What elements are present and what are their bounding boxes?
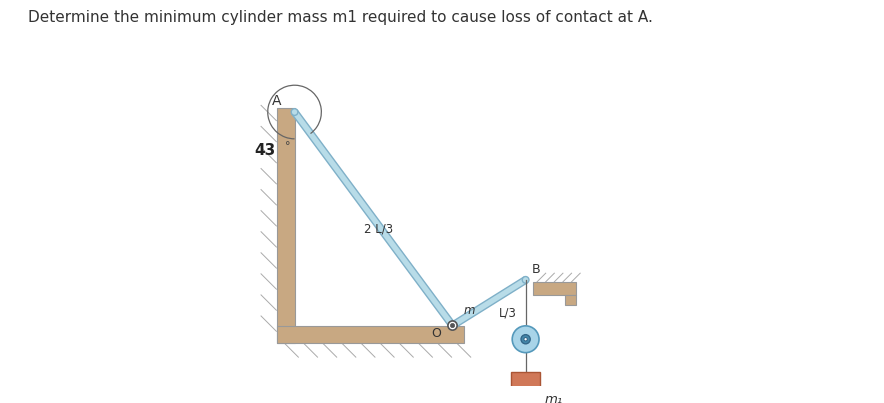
Text: m: m (464, 304, 476, 317)
Circle shape (451, 324, 454, 328)
Circle shape (524, 338, 528, 341)
Circle shape (448, 321, 457, 330)
Circle shape (449, 322, 456, 329)
Text: 2 L/3: 2 L/3 (364, 222, 393, 235)
Polygon shape (451, 277, 528, 328)
Text: Determine the minimum cylinder mass m1 required to cause loss of contact at A.: Determine the minimum cylinder mass m1 r… (28, 10, 653, 25)
Text: A: A (271, 94, 281, 108)
Bar (278, 108, 294, 343)
Polygon shape (292, 110, 455, 328)
Circle shape (522, 276, 529, 283)
Bar (511, 372, 540, 403)
Text: m₁: m₁ (545, 393, 563, 403)
Circle shape (291, 109, 298, 115)
Circle shape (512, 326, 539, 353)
Bar (533, 282, 576, 295)
Text: 43: 43 (255, 143, 276, 158)
Bar (278, 326, 464, 343)
Circle shape (449, 322, 456, 329)
Text: L/3: L/3 (499, 307, 516, 320)
Text: °: ° (285, 141, 291, 152)
Text: O: O (431, 326, 441, 339)
Circle shape (521, 334, 530, 344)
Text: B: B (531, 263, 540, 276)
Bar (565, 295, 576, 305)
